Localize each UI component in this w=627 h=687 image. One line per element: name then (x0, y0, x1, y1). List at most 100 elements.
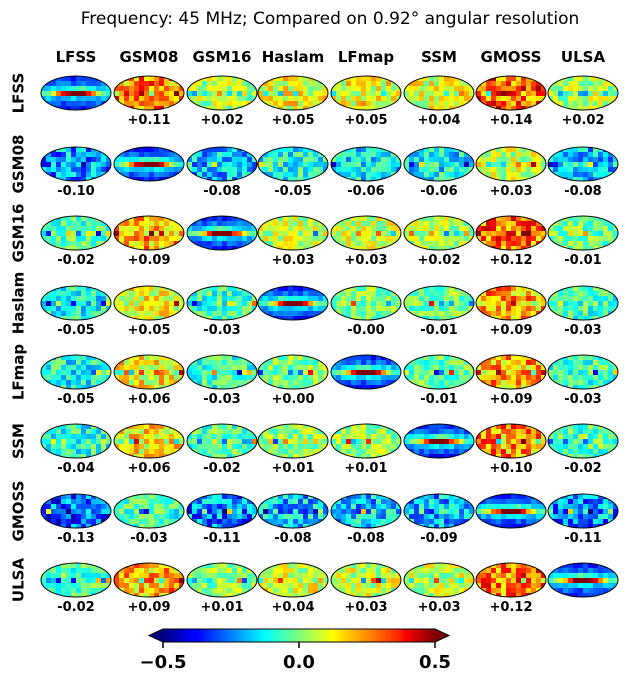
map-outline (475, 146, 547, 182)
difference-label: -0.08 (347, 531, 384, 546)
map-fill (331, 494, 401, 528)
map-cell-ssm-vs-lfmap: +0.01 (330, 423, 402, 476)
map-cell-gmoss-vs-ulsa: -0.11 (547, 493, 619, 546)
difference-label: -0.03 (564, 323, 601, 338)
colorbar-tick-label: 0.0 (283, 652, 315, 673)
map-cell-lfss-vs-lfmap: +0.05 (330, 75, 402, 128)
difference-label: -0.02 (57, 600, 94, 615)
map-cell-gsm16-vs-lfmap: +0.03 (330, 215, 402, 268)
map-cell-gsm16-vs-gsm16 (186, 215, 258, 251)
map-outline (475, 285, 547, 321)
map-outline (257, 285, 329, 321)
map-cell-ssm-vs-lfss: -0.04 (40, 423, 112, 476)
map-outline (475, 562, 547, 598)
map-cell-ulsa-vs-gsm08: +0.09 (113, 562, 185, 615)
map-cell-gmoss-vs-ssm: -0.09 (403, 493, 475, 546)
map-cell-lfss-vs-gmoss: +0.14 (475, 75, 547, 128)
map-cell-gsm08-vs-gsm08 (113, 146, 185, 182)
map-fill (548, 216, 618, 250)
map-outline (186, 146, 258, 182)
map-cell-gsm08-vs-lfmap: -0.06 (330, 146, 402, 199)
map-cell-ssm-vs-gsm08: +0.06 (113, 423, 185, 476)
map-outline (547, 285, 619, 321)
map-outline (40, 285, 112, 321)
comparison-grid: +0.11 +0.02 +0.05 +0.05 +0.04 +0.14 +0.02 -0.10… (40, 75, 619, 615)
map-fill (41, 286, 111, 320)
colorbar: −0.5 0.0 0.5 (140, 628, 451, 673)
map-outline (475, 354, 547, 390)
map-outline (113, 423, 185, 459)
map-cell-ssm-vs-gsm16: -0.02 (186, 423, 258, 476)
map-cell-gmoss-vs-gsm08: -0.03 (113, 493, 185, 546)
difference-label: -0.00 (347, 323, 384, 338)
difference-label: -0.01 (564, 253, 601, 268)
map-outline (257, 493, 329, 529)
map-cell-haslam-vs-ssm: -0.01 (403, 285, 475, 338)
difference-label: +0.09 (128, 253, 171, 268)
difference-label: -0.05 (57, 392, 94, 407)
map-outline (330, 493, 402, 529)
difference-label: +0.01 (272, 461, 315, 476)
map-fill (187, 424, 257, 458)
map-cell-gsm16-vs-ulsa: -0.01 (547, 215, 619, 268)
colorbar-extend-high (435, 629, 449, 642)
difference-label: -0.10 (57, 184, 94, 199)
map-outline (330, 75, 402, 111)
map-fill (404, 355, 474, 389)
difference-label: -0.08 (564, 184, 601, 199)
map-outline (40, 354, 112, 390)
difference-label: -0.03 (130, 531, 167, 546)
map-outline (475, 493, 547, 529)
map-outline (330, 562, 402, 598)
map-outline (403, 354, 475, 390)
difference-label: +0.05 (345, 113, 388, 128)
colorbar-extend-low (149, 629, 163, 642)
map-cell-gmoss-vs-gsm16: -0.11 (186, 493, 258, 546)
map-fill (548, 76, 618, 110)
difference-label: +0.01 (201, 600, 244, 615)
map-cell-lfmap-vs-lfmap (330, 354, 402, 390)
map-outline (403, 423, 475, 459)
map-outline (257, 354, 329, 390)
column-label-haslam: Haslam (262, 48, 325, 66)
difference-label: -0.02 (203, 461, 240, 476)
column-label-gsm16: GSM16 (193, 48, 252, 66)
difference-label: -0.01 (420, 392, 457, 407)
map-cell-gmoss-vs-haslam: -0.08 (257, 493, 329, 546)
difference-label: +0.03 (490, 184, 533, 199)
difference-label: +0.09 (128, 600, 171, 615)
difference-label: -0.03 (203, 392, 240, 407)
map-outline (186, 215, 258, 251)
difference-label: +0.04 (272, 600, 315, 615)
difference-label: +0.00 (272, 392, 315, 407)
map-outline (40, 493, 112, 529)
map-cell-lfmap-vs-haslam: +0.00 (257, 354, 329, 407)
map-outline (40, 215, 112, 251)
difference-label: -0.06 (420, 184, 457, 199)
difference-label: +0.10 (490, 461, 533, 476)
column-label-lfss: LFSS (56, 48, 97, 66)
map-cell-lfmap-vs-ulsa: -0.03 (547, 354, 619, 407)
column-label-gsm08: GSM08 (120, 48, 179, 66)
map-fill (187, 76, 257, 110)
map-cell-lfmap-vs-gsm08: +0.06 (113, 354, 185, 407)
map-cell-ulsa-vs-lfmap: +0.03 (330, 562, 402, 615)
map-outline (186, 423, 258, 459)
map-outline (547, 146, 619, 182)
map-fill (476, 494, 546, 528)
map-cell-gsm08-vs-ulsa: -0.08 (547, 146, 619, 199)
map-fill (331, 76, 401, 110)
map-cell-gsm08-vs-gsm16: -0.08 (186, 146, 258, 199)
map-cell-ulsa-vs-lfss: -0.02 (40, 562, 112, 615)
map-outline (186, 493, 258, 529)
column-label-ulsa: ULSA (561, 48, 606, 66)
colorbar-gradient (163, 629, 435, 642)
difference-label: +0.03 (345, 253, 388, 268)
map-fill (114, 424, 184, 458)
map-cell-ssm-vs-haslam: +0.01 (257, 423, 329, 476)
map-outline (113, 75, 185, 111)
difference-label: -0.01 (420, 323, 457, 338)
map-cell-ulsa-vs-haslam: +0.04 (257, 562, 329, 615)
map-cell-gmoss-vs-lfmap: -0.08 (330, 493, 402, 546)
